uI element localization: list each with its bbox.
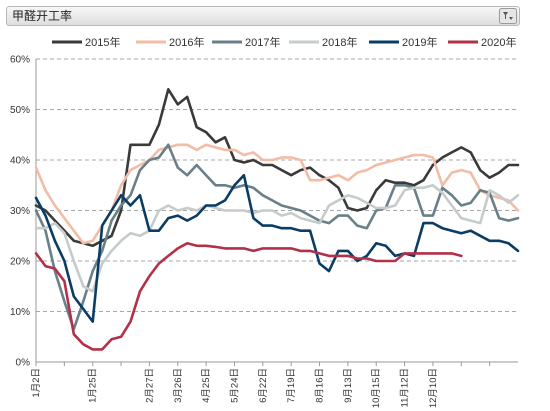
series-line-1 <box>34 143 520 245</box>
x-tick-label: 9月13日 <box>343 368 354 403</box>
series-lines <box>34 88 520 351</box>
x-tick-label: 5月24日 <box>229 368 240 403</box>
y-tick-label: 50% <box>10 105 30 116</box>
y-tick-label: 20% <box>10 257 30 268</box>
grid-lines <box>36 58 518 312</box>
x-tick-label: 1月2日 <box>31 368 42 398</box>
x-tick-label: 3月26日 <box>173 368 184 403</box>
y-tick-label: 60% <box>10 55 30 66</box>
legend-label-1: 2016年 <box>169 35 204 49</box>
series-line-4 <box>34 173 520 323</box>
legend-label-0: 2015年 <box>85 35 120 49</box>
chart-title-bar: 甲醛开工率 <box>6 6 520 26</box>
x-axis-labels: 1月2日 1月25日 2月27日 3月26日 4月25日 5月24日 6月22日 7月19日 8… <box>31 368 439 408</box>
x-tick-label: 10月15日 <box>371 368 382 408</box>
series-line-2 <box>34 143 520 331</box>
series-line-0 <box>34 88 520 248</box>
legend: 2015年 2016年 2017年 2018年 2019年 2020年 <box>52 35 516 49</box>
chart-title: 甲醛开工率 <box>12 9 73 23</box>
x-tick-label: 6月22日 <box>258 368 269 403</box>
y-tick-label: 0% <box>16 358 31 369</box>
filter-dropdown-icon[interactable] <box>499 8 517 24</box>
x-tick-label: 11月12日 <box>400 368 411 407</box>
x-tick-label: 4月25日 <box>201 368 212 403</box>
y-axis-labels: 0% 10% 20% 30% 40% 50% 60% <box>10 55 30 369</box>
series-line-5 <box>34 242 463 351</box>
x-tick-label: 7月19日 <box>286 368 297 403</box>
axes <box>35 59 518 366</box>
legend-label-5: 2020年 <box>481 35 516 49</box>
x-tick-label: 1月25日 <box>88 368 99 403</box>
legend-label-4: 2019年 <box>402 35 437 49</box>
series-line-3 <box>34 184 520 293</box>
x-tick-label: 12月10日 <box>428 368 439 408</box>
y-tick-label: 30% <box>10 206 30 217</box>
legend-label-3: 2018年 <box>322 35 357 49</box>
legend-label-2: 2017年 <box>245 35 280 49</box>
y-tick-label: 10% <box>10 307 30 318</box>
x-tick-label: 8月16日 <box>315 368 326 403</box>
x-tick-label: 2月27日 <box>144 368 155 403</box>
y-tick-label: 40% <box>10 156 30 167</box>
